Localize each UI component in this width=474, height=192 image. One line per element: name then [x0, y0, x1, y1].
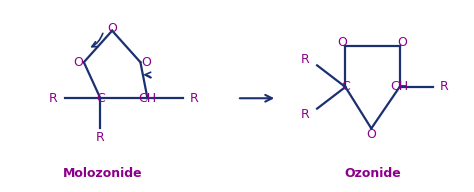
- Text: O: O: [398, 36, 407, 49]
- Text: O: O: [107, 22, 117, 35]
- Text: O: O: [337, 36, 347, 49]
- Text: R: R: [301, 53, 310, 65]
- Text: O: O: [73, 56, 82, 69]
- Text: Molozonide: Molozonide: [63, 167, 143, 180]
- Text: R: R: [440, 80, 449, 94]
- Text: R: R: [96, 131, 105, 144]
- Text: O: O: [142, 56, 152, 69]
- Text: Ozonide: Ozonide: [344, 167, 401, 180]
- Text: R: R: [49, 92, 58, 105]
- Text: R: R: [190, 92, 199, 105]
- Text: CH: CH: [138, 92, 156, 105]
- Text: O: O: [366, 128, 376, 141]
- Text: CH: CH: [391, 80, 409, 94]
- Text: C: C: [96, 92, 105, 105]
- Text: C: C: [341, 80, 350, 94]
- Text: R: R: [301, 108, 310, 121]
